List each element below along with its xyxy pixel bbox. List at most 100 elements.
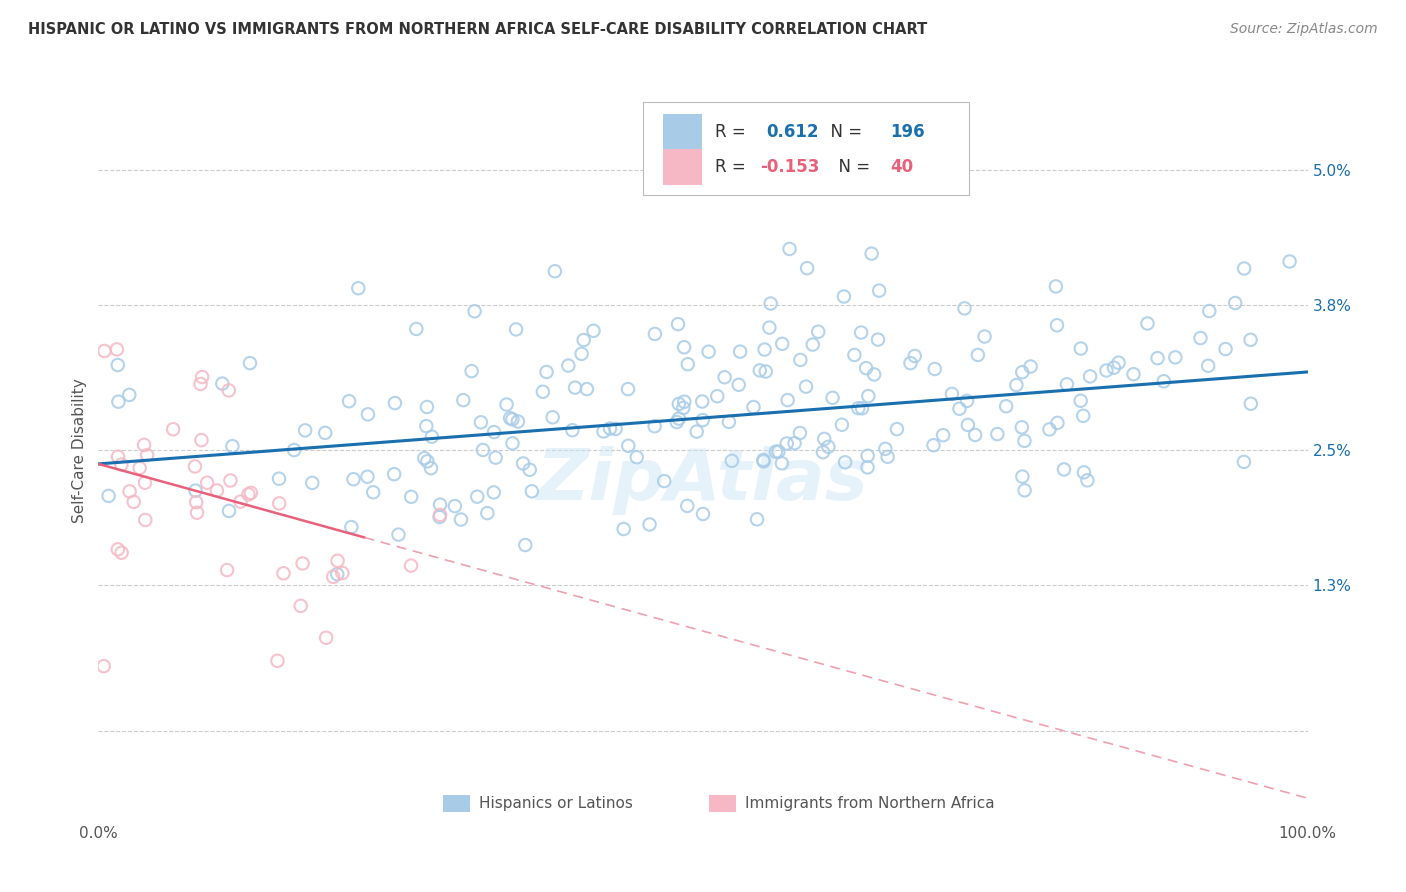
Point xyxy=(817,440,839,454)
Point xyxy=(851,401,873,416)
Point xyxy=(742,400,765,414)
Point xyxy=(592,425,614,439)
Point xyxy=(575,382,598,396)
Point xyxy=(652,474,675,488)
Point xyxy=(132,438,155,452)
Point xyxy=(856,449,879,463)
Point xyxy=(1070,342,1092,356)
Point xyxy=(1102,360,1125,375)
Point xyxy=(846,401,869,416)
Point xyxy=(904,349,927,363)
Point xyxy=(273,566,295,581)
Point xyxy=(783,436,806,450)
Point xyxy=(644,326,666,341)
Point xyxy=(399,490,422,504)
Point xyxy=(986,427,1008,442)
Point xyxy=(758,320,780,334)
Point xyxy=(107,358,129,372)
Point xyxy=(1038,422,1060,436)
Point xyxy=(692,507,714,521)
Point xyxy=(863,368,886,382)
Point xyxy=(973,329,995,343)
Point xyxy=(118,388,141,402)
Text: Hispanics or Latinos: Hispanics or Latinos xyxy=(479,797,633,811)
Point xyxy=(465,490,488,504)
Point xyxy=(1056,377,1078,392)
Point xyxy=(965,428,987,442)
Point xyxy=(1095,363,1118,377)
Point xyxy=(813,432,835,446)
Point xyxy=(283,443,305,458)
Point xyxy=(186,495,208,509)
Point xyxy=(924,362,946,376)
Point xyxy=(429,510,451,524)
Point xyxy=(868,284,890,298)
Point xyxy=(557,359,579,373)
Point xyxy=(347,281,370,295)
Point xyxy=(477,506,499,520)
Point xyxy=(713,370,735,384)
Point xyxy=(541,410,564,425)
Point xyxy=(506,414,529,428)
Point xyxy=(501,436,523,450)
Point xyxy=(1225,296,1247,310)
Text: R =: R = xyxy=(716,158,751,176)
Point xyxy=(1014,483,1036,498)
Point xyxy=(205,483,228,498)
Point xyxy=(1136,317,1159,331)
Text: 0.612: 0.612 xyxy=(766,123,818,141)
Point xyxy=(1122,368,1144,382)
Point xyxy=(686,425,709,439)
Point xyxy=(519,463,541,477)
Point xyxy=(953,301,976,316)
Point xyxy=(291,557,314,571)
Point xyxy=(779,242,801,256)
Text: Source: ZipAtlas.com: Source: ZipAtlas.com xyxy=(1230,22,1378,37)
Text: -0.153: -0.153 xyxy=(759,158,820,176)
Text: N =: N = xyxy=(828,158,875,176)
Point xyxy=(482,485,505,500)
Point xyxy=(515,538,537,552)
Text: 196: 196 xyxy=(890,123,925,141)
Point xyxy=(1233,261,1256,276)
Point xyxy=(1070,393,1092,408)
Point xyxy=(770,336,793,351)
Point xyxy=(382,467,405,482)
Point xyxy=(1146,351,1168,366)
Point xyxy=(162,422,184,436)
Point xyxy=(184,483,207,498)
Point xyxy=(107,450,129,464)
Point xyxy=(1071,409,1094,423)
Point xyxy=(1197,359,1219,373)
Point xyxy=(111,546,134,560)
Point xyxy=(866,333,889,347)
Point xyxy=(858,389,880,403)
Point xyxy=(613,522,636,536)
Point xyxy=(93,659,115,673)
Point xyxy=(561,423,583,437)
Point xyxy=(759,296,782,310)
Point xyxy=(464,304,486,318)
Point xyxy=(229,494,252,508)
Point xyxy=(745,512,768,526)
Point xyxy=(499,411,522,425)
Point xyxy=(301,475,323,490)
Point xyxy=(605,422,627,436)
Point xyxy=(294,423,316,437)
Point xyxy=(673,340,696,354)
Point xyxy=(1073,466,1095,480)
Point xyxy=(811,445,834,459)
Point xyxy=(118,484,141,499)
Point xyxy=(136,448,159,462)
Point xyxy=(356,469,378,483)
Point xyxy=(1014,434,1036,448)
Y-axis label: Self-Care Disability: Self-Care Disability xyxy=(72,378,87,523)
Point xyxy=(995,399,1018,413)
Point xyxy=(727,377,749,392)
Point xyxy=(748,363,770,377)
Point xyxy=(948,401,970,416)
Point xyxy=(697,344,720,359)
Point xyxy=(536,365,558,379)
Point xyxy=(922,438,945,452)
Point xyxy=(322,570,344,584)
